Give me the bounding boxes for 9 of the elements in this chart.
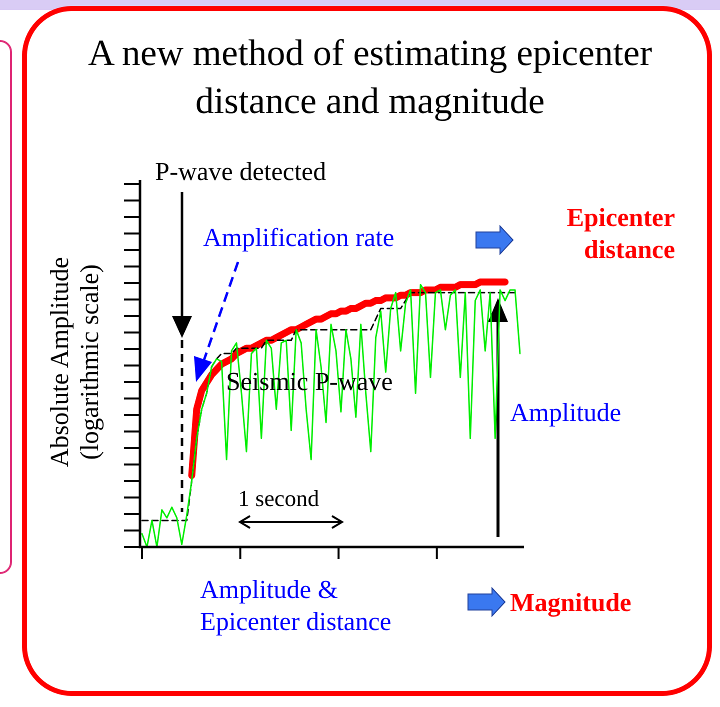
- text: Epicenter distance: [566, 202, 675, 266]
- chart-title: A new method of estimating epicenter distance and magnitude: [86, 32, 654, 124]
- text: Amplification rate: [203, 222, 394, 254]
- text: Amplitude & Epicenter distance: [200, 574, 392, 638]
- y-axis-title: Absolute Amplitude (logarithmic scale): [44, 256, 105, 470]
- text: P-wave detected: [155, 156, 326, 188]
- text: Magnitude: [510, 587, 632, 619]
- annotation: Amplitude: [510, 397, 622, 429]
- annotation: 1 second: [238, 485, 320, 513]
